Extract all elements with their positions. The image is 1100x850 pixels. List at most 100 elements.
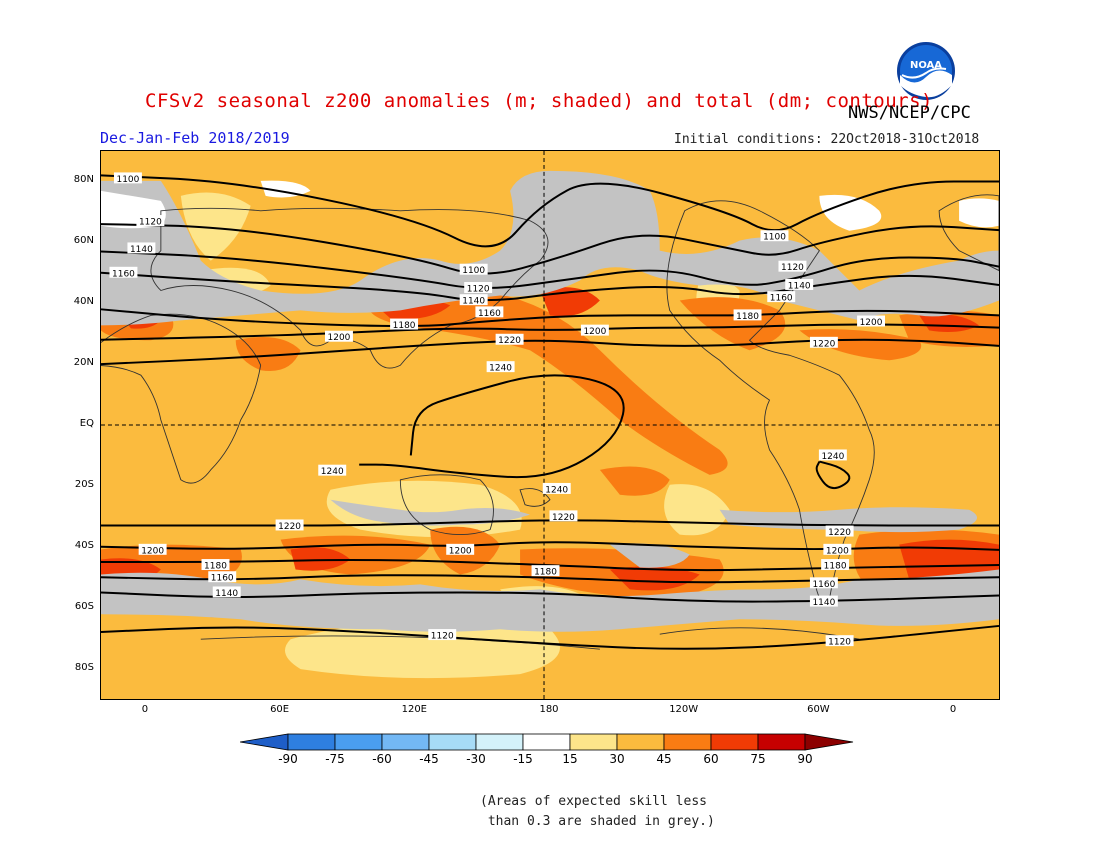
legend-level-label: -75 bbox=[325, 752, 345, 766]
contour-label-text: 1220 bbox=[812, 339, 835, 349]
legend-swatch bbox=[663, 733, 712, 751]
legend-level-label: -15 bbox=[513, 752, 533, 766]
contour-label: 1120 bbox=[428, 629, 457, 642]
contour-line-1180 bbox=[101, 558, 1000, 572]
legend-level-label: -60 bbox=[372, 752, 392, 766]
contour-label: 1220 bbox=[275, 519, 304, 532]
contour-line-1120 bbox=[100, 624, 1000, 650]
contour-label: 1240 bbox=[486, 361, 515, 374]
longitude-label: 0 bbox=[141, 704, 149, 715]
contour-label-text: 1160 bbox=[112, 269, 135, 279]
longitude-label: 60E bbox=[270, 704, 290, 715]
contour-line-1240 bbox=[815, 460, 851, 490]
contour-label-text: 1180 bbox=[824, 562, 847, 572]
contour-label-text: 1180 bbox=[204, 562, 227, 572]
legend-level-label: 45 bbox=[656, 752, 672, 766]
contour-label: 1100 bbox=[459, 263, 488, 276]
latitude-label: 20N bbox=[73, 357, 94, 369]
contour-label: 1180 bbox=[201, 559, 230, 572]
contour-label: 1120 bbox=[778, 260, 807, 273]
legend-swatch bbox=[334, 733, 383, 751]
legend-swatch bbox=[381, 733, 430, 751]
latitude-label: 20S bbox=[74, 478, 94, 490]
contour-label-text: 1140 bbox=[462, 297, 485, 307]
contour-label-text: 1240 bbox=[489, 364, 512, 374]
contour-label: 1160 bbox=[809, 577, 838, 590]
neutral-anomaly-regions bbox=[101, 180, 999, 231]
legend-swatch bbox=[616, 733, 665, 751]
contour-label-text: 1120 bbox=[467, 284, 490, 294]
contour-label: 1200 bbox=[446, 543, 475, 556]
map-panel: 1100 1120 1140 1160 1100 1120 1140 1160 1180 1200… bbox=[90, 150, 1000, 700]
legend-level-label: -45 bbox=[419, 752, 439, 766]
contour-label: 1100 bbox=[113, 172, 142, 185]
noaa-logo-text: NOAA bbox=[910, 60, 942, 71]
contour-label: 1200 bbox=[857, 315, 886, 328]
color-legend bbox=[239, 732, 860, 756]
contour-line-1100 bbox=[100, 174, 999, 248]
legend-swatch bbox=[239, 733, 289, 751]
contour-label-text: 1120 bbox=[828, 638, 851, 648]
contour-line-1140 bbox=[100, 591, 1000, 603]
contour-label-text: 1220 bbox=[278, 522, 301, 532]
skill-note: (Areas of expected skill less than 0.3 a… bbox=[480, 794, 715, 829]
contour-label-text: 1240 bbox=[545, 485, 568, 495]
contour-label: 1120 bbox=[825, 635, 854, 648]
legend-level-label: 60 bbox=[703, 752, 719, 766]
initial-conditions: Initial conditions: 22Oct2018-31Oct2018 bbox=[674, 132, 980, 147]
contour-label: 1140 bbox=[785, 278, 814, 291]
legend-level-label: -30 bbox=[466, 752, 486, 766]
contour-label: 1220 bbox=[809, 336, 838, 349]
contour-label-text: 1160 bbox=[770, 294, 793, 304]
contour-label-text: 1100 bbox=[117, 175, 140, 185]
contour-label: 1240 bbox=[318, 464, 347, 477]
contour-label-text: 1140 bbox=[788, 281, 811, 291]
low-skill-regions bbox=[101, 170, 999, 632]
contour-label-text: 1180 bbox=[736, 312, 759, 322]
contour-label-text: 1240 bbox=[321, 467, 344, 477]
contour-label-text: 1180 bbox=[393, 321, 416, 331]
contour-label-text: 1200 bbox=[826, 546, 849, 556]
contour-line-1160 bbox=[100, 271, 1000, 302]
contour-label: 1100 bbox=[760, 230, 789, 243]
contour-label-text: 1180 bbox=[534, 568, 557, 578]
contour-line-1180 bbox=[100, 308, 1000, 328]
latitude-label: 60S bbox=[74, 600, 94, 612]
chart-title: CFSv2 seasonal z200 anomalies (m; shaded… bbox=[145, 90, 933, 112]
legend-swatch bbox=[522, 733, 571, 751]
contour-label: 1220 bbox=[825, 525, 854, 538]
contour-line-1240 bbox=[359, 374, 625, 479]
contour-label: 1200 bbox=[580, 324, 609, 337]
longitude-label: 60W bbox=[807, 704, 830, 715]
contour-label-text: 1220 bbox=[828, 528, 851, 538]
latitude-label: 80N bbox=[73, 174, 94, 186]
contour-label-text: 1160 bbox=[812, 580, 835, 590]
contour-label: 1180 bbox=[531, 565, 560, 578]
legend-level-label: 15 bbox=[562, 752, 578, 766]
contour-label: 1180 bbox=[821, 559, 850, 572]
contour-label-text: 1120 bbox=[139, 218, 162, 228]
contour-label-text: 1140 bbox=[130, 245, 153, 255]
contour-label: 1160 bbox=[475, 306, 504, 319]
longitude-label: 0 bbox=[949, 704, 957, 715]
contour-label: 1120 bbox=[136, 215, 165, 228]
contour-label-text: 1120 bbox=[781, 263, 804, 273]
contour-line-1160 bbox=[100, 574, 1000, 584]
longitude-label: 120W bbox=[669, 704, 699, 715]
longitude-label: 120E bbox=[401, 704, 427, 715]
legend-level-label: 30 bbox=[609, 752, 625, 766]
contour-label: 1200 bbox=[138, 543, 167, 556]
contour-label: 1140 bbox=[459, 294, 488, 307]
contour-label: 1180 bbox=[733, 309, 762, 322]
contour-label: 1200 bbox=[823, 543, 852, 556]
longitude-label: 180 bbox=[539, 704, 559, 715]
contour-line-1200 bbox=[100, 323, 1000, 341]
contour-label-text: 1200 bbox=[860, 318, 883, 328]
legend-level-label: -90 bbox=[278, 752, 298, 766]
legend-swatch bbox=[804, 733, 854, 751]
latitude-label: EQ bbox=[79, 418, 94, 429]
legend-swatch bbox=[710, 733, 759, 751]
contour-line-1140 bbox=[100, 250, 1000, 289]
forecast-period: Dec-Jan-Feb 2018/2019 bbox=[100, 129, 290, 147]
contour-label-text: 1140 bbox=[812, 598, 835, 608]
